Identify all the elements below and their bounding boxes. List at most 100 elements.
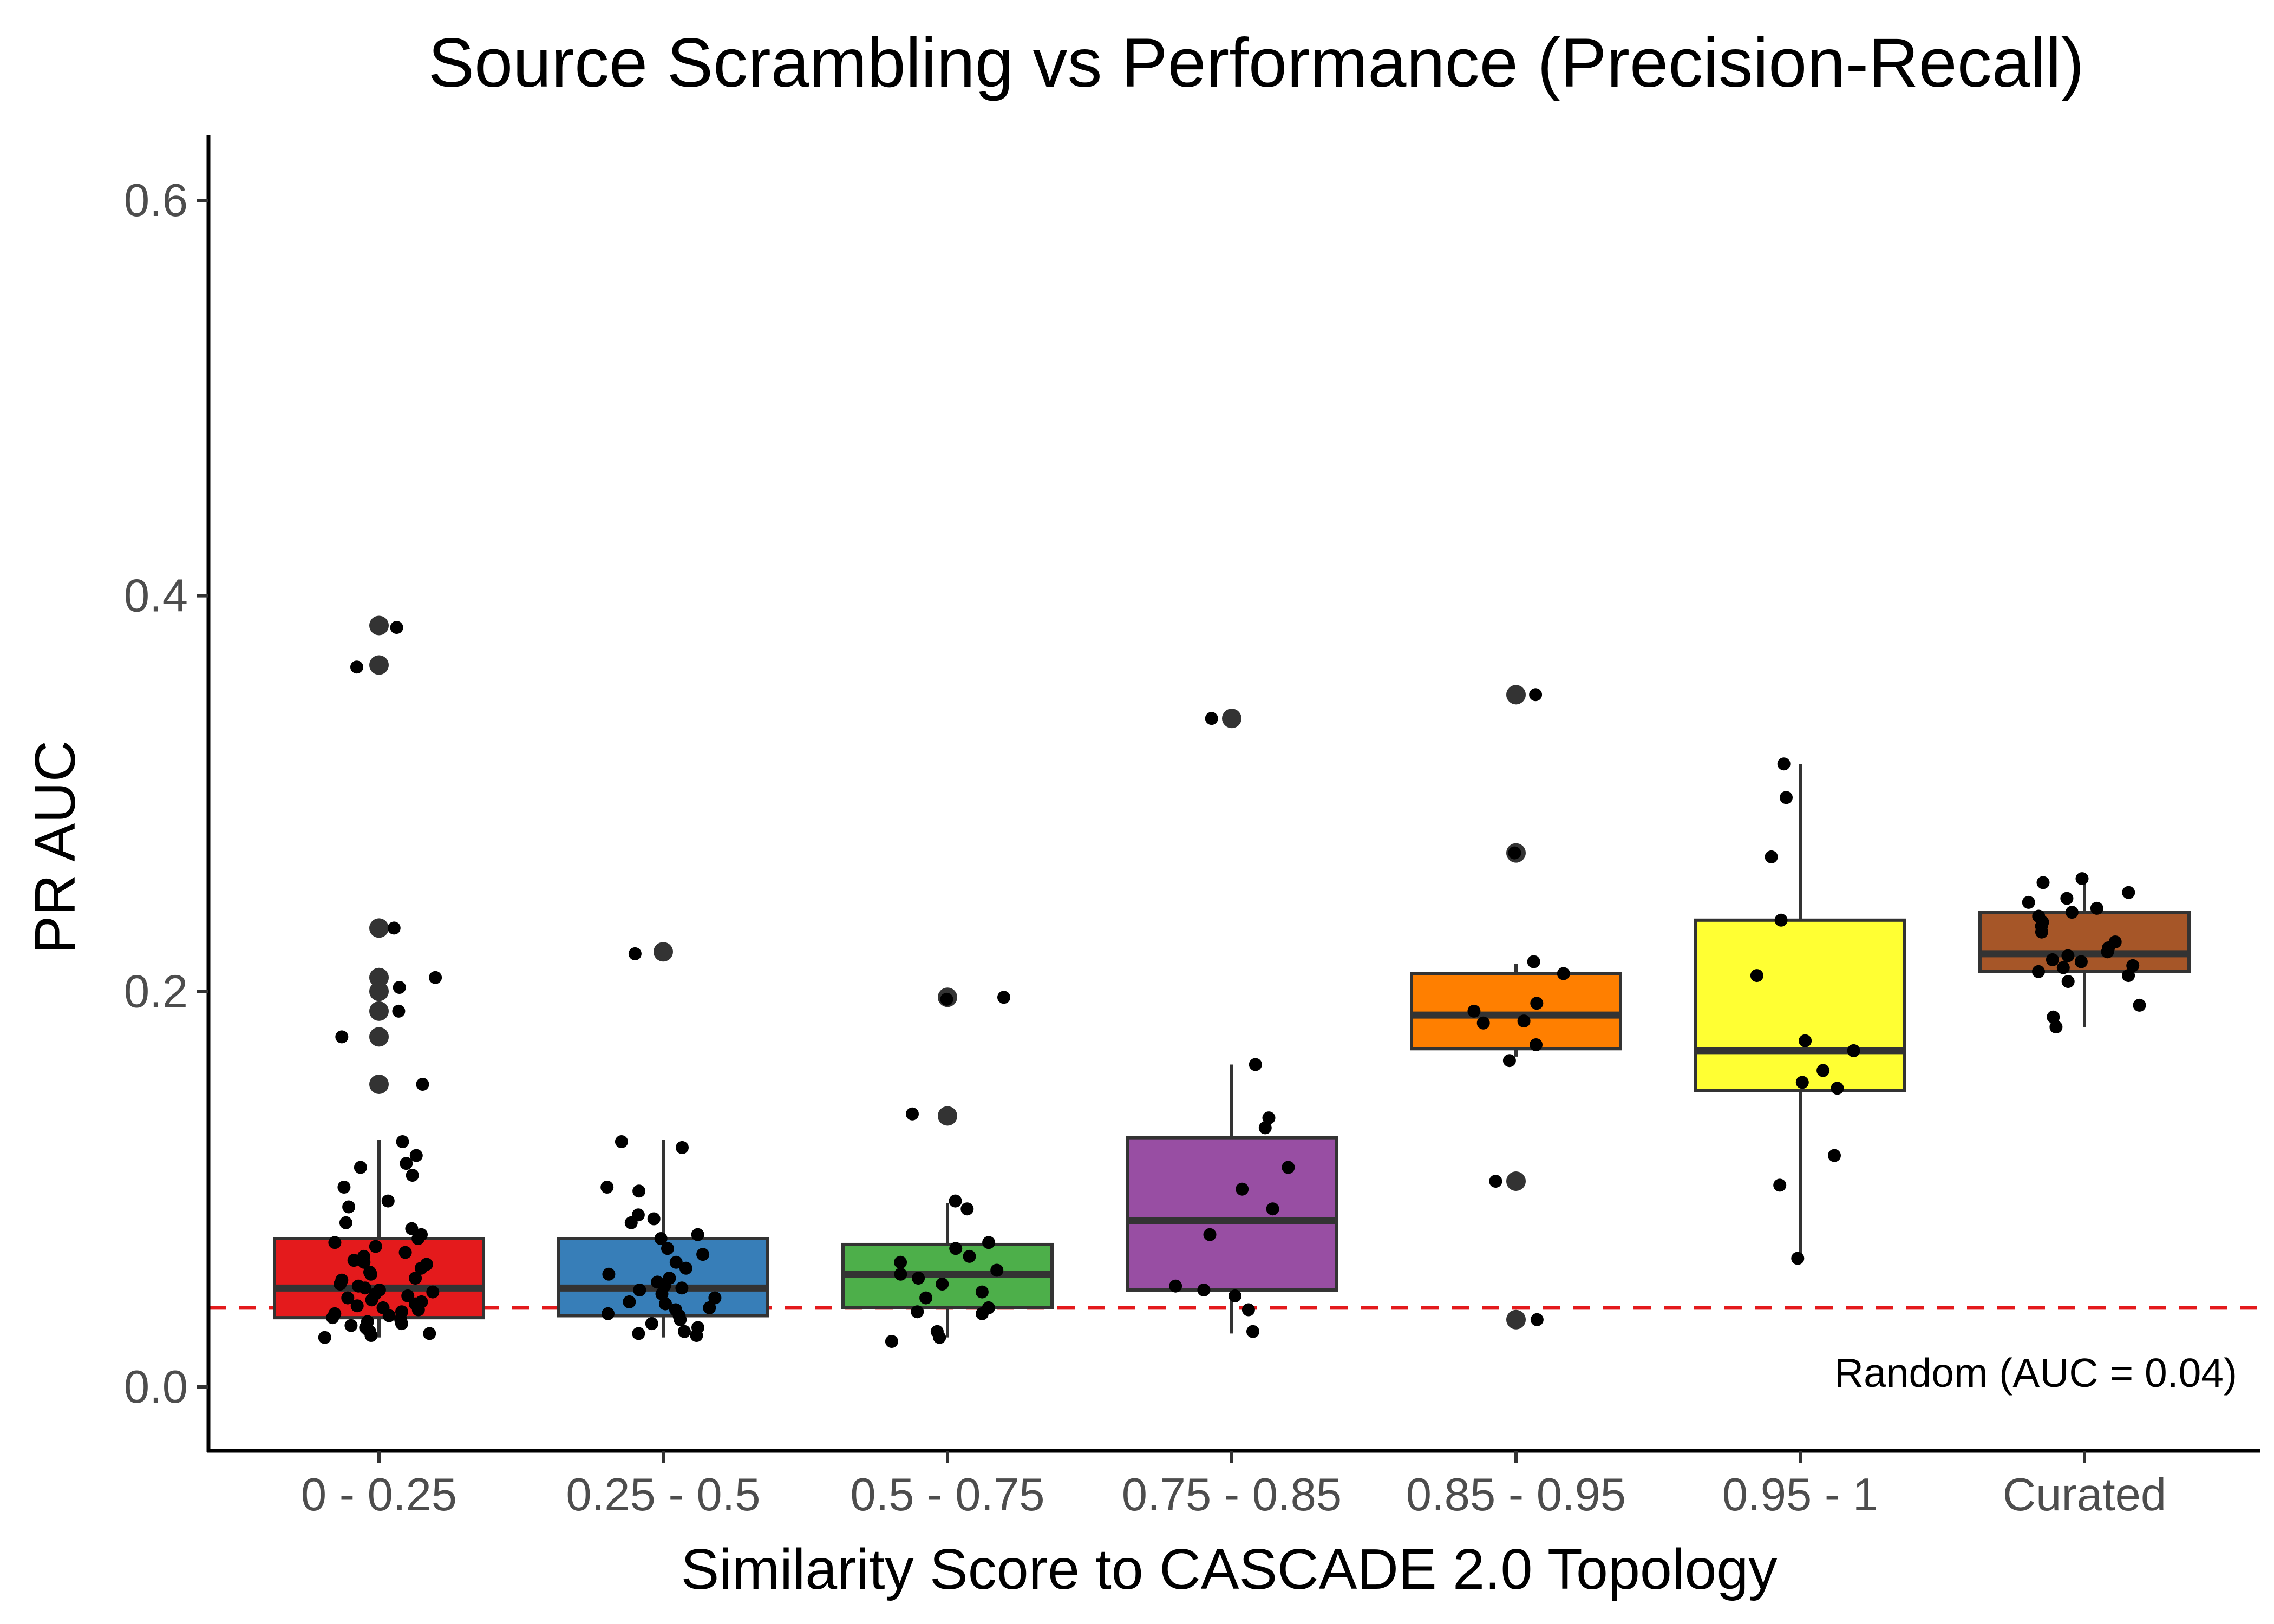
data-point (350, 660, 363, 674)
data-point (350, 1299, 364, 1313)
data-point (1467, 1004, 1481, 1018)
outlier-point (1506, 1171, 1526, 1191)
y-tick-label: 0.2 (124, 966, 188, 1017)
data-point (1816, 1064, 1830, 1077)
data-point (1777, 757, 1791, 771)
data-point (2060, 892, 2074, 905)
data-point (647, 1212, 661, 1226)
plot-area: 0.0 0.2 0.4 0.6 0 - 0.25 0.25 - 0.5 0.5 - 0.75… (124, 135, 2260, 1521)
outlier-point (369, 967, 389, 987)
data-point (1774, 913, 1788, 927)
data-point (1229, 1289, 1241, 1302)
data-point (1765, 850, 1778, 863)
data-point (1258, 1121, 1272, 1135)
outlier-point (938, 1106, 957, 1126)
data-point (411, 1303, 425, 1317)
data-point (1831, 1082, 1844, 1095)
data-point (318, 1331, 331, 1344)
box-6 (1694, 918, 1906, 1092)
outlier-point (369, 981, 389, 1001)
data-point (2065, 906, 2079, 919)
data-point (1750, 969, 1763, 983)
data-point (911, 1305, 924, 1319)
data-point (347, 1254, 361, 1267)
data-point (1502, 1054, 1516, 1068)
data-point (426, 1285, 440, 1299)
data-point (1517, 1014, 1531, 1028)
outlier-point (369, 918, 389, 938)
data-point (2075, 872, 2089, 886)
random-baseline-label: Random (AUC = 0.04) (1834, 1350, 2237, 1396)
data-point (2101, 945, 2114, 959)
data-point (1530, 1313, 1544, 1326)
data-point (414, 1261, 428, 1275)
data-point (949, 1194, 962, 1208)
x-tick-label: 0.5 - 0.75 (850, 1469, 1044, 1521)
outlier-point (369, 655, 389, 675)
data-point (2022, 895, 2035, 909)
outlier-point (369, 1001, 389, 1021)
data-point (1799, 1034, 1812, 1047)
data-point (2074, 955, 2088, 968)
data-point (654, 1232, 668, 1245)
data-point (2122, 969, 2135, 983)
data-point (381, 1194, 395, 1208)
data-point (696, 1248, 710, 1261)
x-tick-label: 0.25 - 0.5 (566, 1469, 760, 1521)
data-point (1203, 1228, 1217, 1241)
data-point (1262, 1111, 1276, 1125)
data-point (1236, 1182, 1249, 1196)
data-point (678, 1325, 691, 1338)
data-point (2035, 925, 2048, 939)
data-point (1530, 1038, 1543, 1051)
outlier-point (369, 1075, 389, 1095)
data-point (1205, 712, 1218, 725)
data-point (615, 1135, 628, 1148)
outlier-point (1222, 709, 1241, 729)
data-point (623, 1295, 636, 1308)
data-point (1557, 967, 1570, 980)
data-point (429, 971, 442, 984)
data-point (703, 1301, 716, 1314)
data-point (632, 1184, 646, 1198)
x-tick-label: 0.95 - 1 (1722, 1469, 1878, 1521)
data-point (354, 1161, 367, 1174)
data-point (382, 1309, 396, 1322)
data-point (990, 1263, 1004, 1277)
data-point (387, 921, 401, 935)
data-point (1773, 1178, 1787, 1192)
data-point (1508, 846, 1521, 860)
data-point (1791, 1252, 1805, 1265)
outlier-point (654, 942, 673, 962)
data-point (1529, 688, 1543, 702)
box-4 (1126, 1136, 1338, 1292)
outlier-point (1506, 685, 1526, 705)
data-point (2049, 1020, 2063, 1034)
data-point (423, 1327, 436, 1340)
data-point (2032, 965, 2045, 978)
data-point (339, 1216, 352, 1229)
data-point (602, 1267, 616, 1281)
data-point (405, 1222, 419, 1235)
data-point (628, 947, 642, 960)
data-point (885, 1335, 898, 1348)
data-point (398, 1246, 412, 1259)
data-point (406, 1169, 419, 1182)
data-point (676, 1141, 689, 1154)
data-point (1266, 1202, 1279, 1216)
data-point (982, 1236, 996, 1249)
data-point (940, 992, 953, 1006)
x-axis-title: Similarity Score to CASCADE 2.0 Topology (681, 1537, 1778, 1601)
data-point (669, 1255, 683, 1269)
data-point (1246, 1325, 1259, 1338)
outlier-point (1506, 1309, 1526, 1330)
data-point (645, 1317, 658, 1331)
data-point (1530, 997, 1544, 1010)
data-point (691, 1228, 704, 1241)
data-point (976, 1307, 989, 1320)
data-point (1847, 1044, 1860, 1057)
x-tick-label: 0.75 - 0.85 (1122, 1469, 1342, 1521)
data-point (400, 1157, 413, 1170)
data-point (409, 1272, 422, 1285)
data-point (357, 1255, 371, 1269)
